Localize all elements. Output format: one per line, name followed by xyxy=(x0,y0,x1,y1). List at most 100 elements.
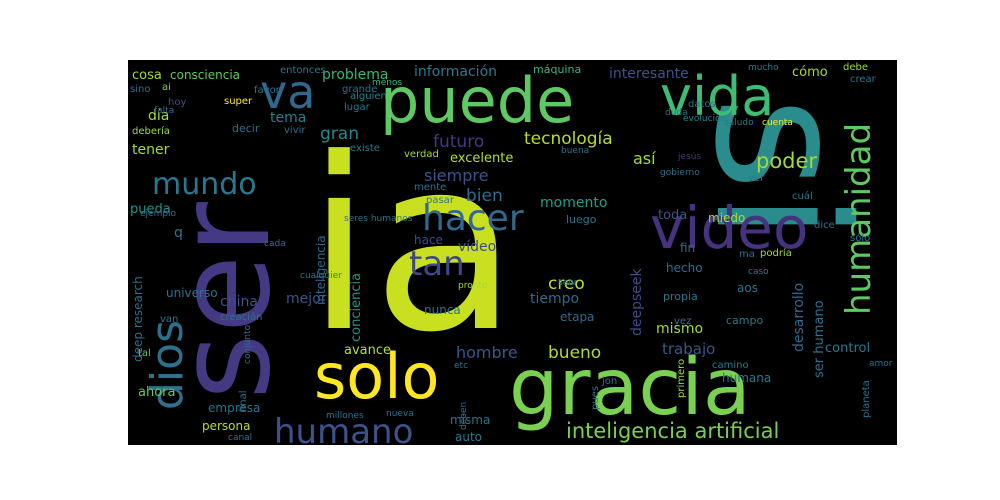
word-creo: creo xyxy=(548,274,585,294)
word-saludo: saludo xyxy=(724,118,754,128)
word-existe: existe xyxy=(350,143,380,154)
word-ia: ia xyxy=(306,108,518,385)
word-cualquier: cualquier xyxy=(300,271,342,281)
word-ma: ma xyxy=(739,249,755,260)
word-duda: duda xyxy=(665,108,688,118)
word-universo: universo xyxy=(166,286,218,300)
word-bueno: bueno xyxy=(548,343,601,363)
word-luego: luego xyxy=(566,213,597,226)
word-va: va xyxy=(260,65,315,119)
word-cuenta: cuenta xyxy=(762,118,793,128)
word-cosa: cosa xyxy=(132,68,162,83)
word-entonces: entonces xyxy=(280,65,326,76)
word-excelente: excelente xyxy=(450,151,513,166)
word-seor: seor xyxy=(558,278,578,288)
word-ahora: ahora xyxy=(138,385,175,400)
word-decir: decir xyxy=(232,122,260,135)
word-debe: debe xyxy=(843,62,868,73)
word-misma: misma xyxy=(450,413,490,427)
word-grande: grande xyxy=(342,84,377,95)
word-ser: ser xyxy=(150,202,299,400)
word-cada: cada xyxy=(264,239,286,249)
word-mucho: mucho xyxy=(748,63,779,73)
word-hace: hace xyxy=(414,233,443,247)
word-cual: cuál xyxy=(792,190,813,202)
word-ser-humano: ser humano xyxy=(812,300,827,378)
word-aos: aos xyxy=(737,281,758,295)
word-humana: humana xyxy=(722,371,771,385)
word-gran: gran xyxy=(320,124,359,144)
word-poder: poder xyxy=(756,149,817,173)
word-maquina: máquina xyxy=(533,63,581,76)
word-bien: bien xyxy=(466,186,503,206)
word-momento: momento xyxy=(540,195,607,211)
word-planeta: planeta xyxy=(861,380,872,418)
word-dios: dios xyxy=(142,320,193,410)
word-podria: podría xyxy=(760,247,792,259)
word-mente: mente xyxy=(414,182,446,193)
word-propia: propia xyxy=(663,290,698,303)
word-cloud: ia si ser gracia solo puede video vida v… xyxy=(128,60,897,445)
word-primero: primero xyxy=(676,359,687,398)
word-lugar: lugar xyxy=(344,102,371,113)
word-ejemplo: ejemplo xyxy=(140,209,177,219)
word-pues: pues xyxy=(590,386,601,410)
word-nueva: nueva xyxy=(386,409,414,419)
word-buena: buena xyxy=(561,146,589,156)
word-trabajo: trabajo xyxy=(662,340,715,358)
word-control: control xyxy=(825,341,870,356)
word-humanidad: humanidad xyxy=(839,123,879,315)
small-words: lugar alguien grande existe super hoy de… xyxy=(130,62,893,443)
word-millones: millones xyxy=(326,411,364,421)
word-deepseek: deepseek xyxy=(629,267,645,336)
word-conciencia: conciencia xyxy=(349,273,364,342)
word-asi: así xyxy=(633,149,656,168)
word-fin: fin xyxy=(680,241,695,255)
word-siempre: siempre xyxy=(424,166,488,185)
word-final: final xyxy=(238,390,249,412)
word-nunca: nunca xyxy=(424,303,461,317)
word-vida: vida xyxy=(660,65,774,128)
word-campo: campo xyxy=(726,314,763,327)
word-si: si xyxy=(675,96,887,241)
word-informacion: información xyxy=(414,64,497,80)
word-hombre: hombre xyxy=(456,343,518,362)
word-solo: solo xyxy=(314,340,439,413)
word-mejor: mejor xyxy=(286,291,327,307)
word-sino: sino xyxy=(130,84,150,95)
big-words: ia si ser gracia solo puede video vida v… xyxy=(142,64,887,445)
word-creacion: creación xyxy=(220,311,262,323)
word-puede: puede xyxy=(380,64,574,137)
word-tiempo: tiempo xyxy=(530,291,579,307)
word-toda: toda xyxy=(658,208,687,223)
word-hacer: hacer xyxy=(422,198,524,239)
word-crear: crear xyxy=(850,74,877,85)
word-etapa: etapa xyxy=(560,310,594,324)
word-menos: menos xyxy=(372,78,403,88)
word-ver: ver xyxy=(748,173,765,184)
word-dia: día xyxy=(148,108,169,124)
word-ai: ai xyxy=(162,82,171,93)
word-cloud-canvas: ia si ser gracia solo puede video vida v… xyxy=(130,62,893,445)
word-inteligencia-artificial: inteligencia artificial xyxy=(566,419,779,443)
word-alguien: alguien xyxy=(350,91,387,102)
word-caso: caso xyxy=(748,267,769,277)
word-gracia: gracia xyxy=(509,343,751,433)
word-deben: deben xyxy=(459,402,469,430)
word-seres-humanos: seres humanos xyxy=(344,214,413,224)
word-van: van xyxy=(160,314,178,325)
word-dice: dice xyxy=(814,220,835,231)
word-tecnologia: tecnología xyxy=(524,129,613,149)
word-video-accent: vídeo xyxy=(458,239,496,255)
word-consciencia: consciencia xyxy=(170,68,240,82)
word-humano: humano xyxy=(274,412,413,445)
word-miedo: miedo xyxy=(708,211,745,225)
word-etc: etc xyxy=(454,361,468,371)
word-mismo: mismo xyxy=(656,321,703,337)
word-conjunto: conjunto xyxy=(243,324,253,364)
word-favor: favor xyxy=(254,85,281,96)
word-amor: amor xyxy=(869,359,893,369)
word-hoy: hoy xyxy=(168,97,186,108)
word-avance: avance xyxy=(344,343,391,358)
word-hecho: hecho xyxy=(666,261,703,275)
